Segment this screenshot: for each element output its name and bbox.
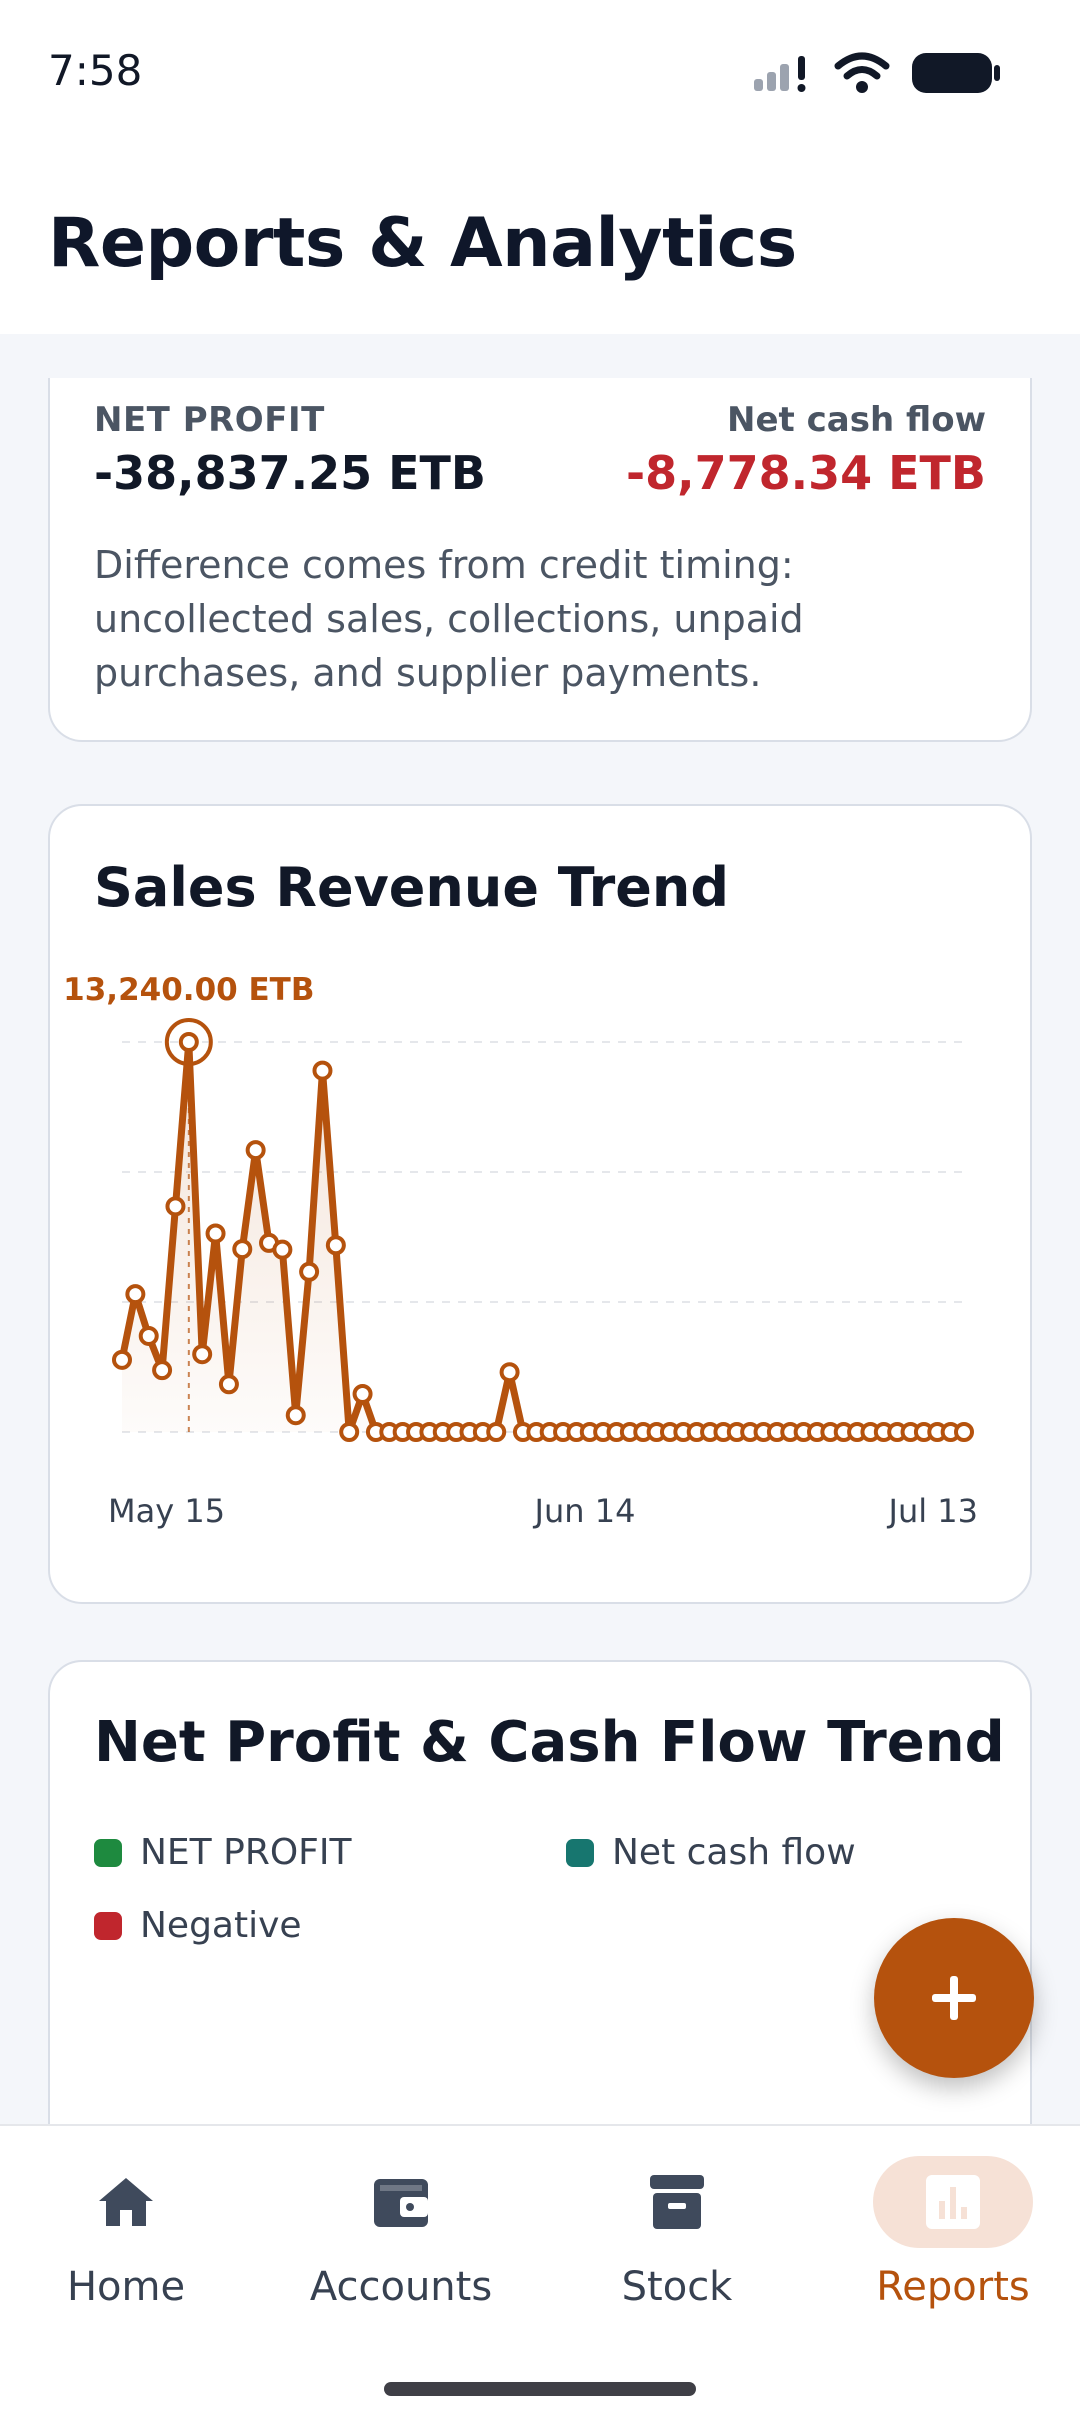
nav-item-accounts[interactable]: Accounts — [266, 2156, 536, 2356]
highlight-ring — [164, 1018, 213, 1066]
nav-label: Stock — [621, 2264, 733, 2310]
x-tick-label: Jun 14 — [533, 1492, 636, 1530]
status-time: 7:58 — [48, 46, 143, 95]
plus-icon — [932, 1976, 976, 2020]
archive-box-icon — [650, 2175, 704, 2229]
legend-swatch-net-cash-flow — [566, 1838, 594, 1867]
data-point[interactable] — [325, 1235, 346, 1256]
x-tick-label: Jul 13 — [887, 1492, 979, 1530]
profit-cashflow-trend-card: Net Profit & Cash Flow Trend NET PROFIT … — [48, 1660, 1032, 2124]
add-fab-button[interactable] — [874, 1918, 1034, 2078]
data-point[interactable] — [352, 1384, 373, 1405]
data-point[interactable] — [165, 1196, 186, 1217]
nav-label: Reports — [876, 2264, 1030, 2310]
data-point[interactable] — [192, 1344, 213, 1365]
data-point[interactable] — [205, 1223, 226, 1244]
data-point[interactable] — [312, 1060, 333, 1081]
nav-item-home[interactable]: Home — [0, 2156, 261, 2356]
trend-title: Net Profit & Cash Flow Trend — [94, 1710, 1005, 1775]
reports-content[interactable]: NET PROFIT -38,837.25 ETB Net cash flow … — [0, 334, 1080, 2124]
legend-label: Net cash flow — [612, 1832, 856, 1873]
battery-icon — [912, 53, 1000, 93]
data-point[interactable] — [299, 1261, 320, 1282]
data-point[interactable] — [339, 1422, 360, 1442]
legend-label: NET PROFIT — [140, 1832, 352, 1873]
net-profit-value: -38,837.25 ETB — [94, 446, 486, 500]
chart-title: Sales Revenue Trend — [94, 856, 730, 919]
data-point[interactable] — [125, 1284, 146, 1305]
wallet-icon — [374, 2179, 428, 2227]
legend-swatch-negative — [94, 1911, 122, 1940]
page-title: Reports & Analytics — [48, 204, 797, 283]
status-icons — [752, 48, 1002, 98]
legend-negative: Negative — [94, 1905, 302, 1946]
data-point[interactable] — [178, 1032, 199, 1052]
app-header: Reports & Analytics — [0, 150, 1080, 334]
data-point[interactable] — [285, 1405, 306, 1426]
sales-revenue-chart[interactable]: 13,240.00 ETB May 15 Jun 14 Jul 13 — [50, 806, 1034, 1606]
net-profit-label: NET PROFIT — [94, 400, 325, 440]
data-point[interactable] — [232, 1239, 253, 1260]
x-tick-label: May 15 — [108, 1492, 225, 1530]
nav-item-reports[interactable]: Reports — [818, 2156, 1080, 2356]
bar-chart-icon — [926, 2175, 980, 2229]
nav-label: Accounts — [309, 2264, 493, 2310]
home-icon — [99, 2178, 153, 2226]
data-point[interactable] — [486, 1422, 507, 1442]
sales-revenue-trend-card: Sales Revenue Trend 13,240.00 ETB May 15… — [48, 804, 1032, 1604]
cellular-signal-icon — [754, 56, 806, 92]
data-point[interactable] — [954, 1422, 974, 1442]
data-point[interactable] — [245, 1140, 266, 1161]
data-point[interactable] — [272, 1239, 293, 1260]
data-point[interactable] — [218, 1374, 239, 1395]
profit-difference-note: Difference comes from credit timing: unc… — [94, 543, 804, 695]
bottom-navigation: Home Accounts Stock — [0, 2124, 1080, 2424]
data-point[interactable] — [499, 1362, 520, 1383]
data-point[interactable] — [138, 1325, 159, 1346]
status-bar: 7:58 — [0, 0, 1080, 150]
highlight-value-label: 13,240.00 ETB — [63, 972, 314, 1008]
home-indicator — [384, 2382, 696, 2396]
net-cash-flow-label: Net cash flow — [727, 400, 986, 440]
data-point[interactable] — [112, 1349, 132, 1370]
nav-item-stock[interactable]: Stock — [542, 2156, 812, 2356]
legend-net-profit: NET PROFIT — [94, 1832, 351, 1873]
legend-label: Negative — [140, 1905, 302, 1946]
data-point[interactable] — [152, 1360, 173, 1381]
nav-label: Home — [66, 2264, 186, 2310]
legend-net-cash-flow: Net cash flow — [566, 1832, 856, 1873]
wifi-icon — [834, 52, 890, 93]
legend-swatch-net-profit — [94, 1838, 122, 1867]
profit-summary-card: NET PROFIT -38,837.25 ETB Net cash flow … — [48, 378, 1032, 742]
net-cash-flow-value: -8,778.34 ETB — [626, 446, 986, 500]
sales-area-fill — [122, 1042, 964, 1432]
